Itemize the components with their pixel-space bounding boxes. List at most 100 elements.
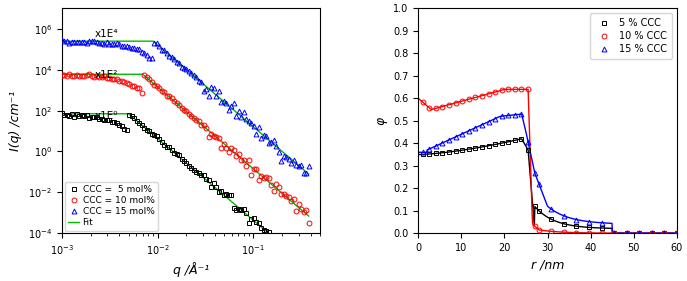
5 % CCC — [530, 205, 539, 208]
5 % CCC — [418, 153, 427, 156]
CCC = 10 mol% — [188, 115, 196, 118]
Line: CCC = 15 mol%: CCC = 15 mol% — [59, 38, 311, 175]
CCC =  5 mol% — [284, 248, 293, 251]
Legend: 5 % CCC, 10 % CCC, 15 % CCC: 5 % CCC, 10 % CCC, 15 % CCC — [590, 13, 672, 59]
Fit — [236, 207, 244, 210]
15 % CCC — [517, 112, 526, 116]
10 % CCC — [510, 88, 519, 91]
10 % CCC — [648, 232, 656, 235]
CCC = 10 mol% — [304, 222, 313, 225]
Line: Fit: Fit — [62, 114, 308, 268]
Fit — [213, 188, 221, 191]
5 % CCC — [425, 152, 433, 156]
5 % CCC — [648, 232, 656, 235]
5 % CCC — [477, 145, 486, 149]
CCC = 10 mol% — [65, 72, 74, 75]
CCC =  5 mol% — [292, 254, 300, 257]
15 % CCC — [585, 220, 593, 223]
CCC = 15 mol% — [105, 42, 113, 46]
5 % CCC — [484, 144, 493, 148]
5 % CCC — [524, 148, 532, 151]
10 % CCC — [572, 231, 581, 234]
CCC =  5 mol% — [302, 266, 311, 269]
5 % CCC — [673, 232, 681, 235]
15 % CCC — [610, 232, 618, 235]
10 % CCC — [445, 103, 453, 106]
10 % CCC — [497, 89, 506, 92]
5 % CCC — [451, 149, 460, 153]
15 % CCC — [438, 141, 447, 145]
5 % CCC — [534, 209, 543, 212]
Y-axis label: φ: φ — [374, 117, 387, 125]
15 % CCC — [471, 126, 480, 130]
10 % CCC — [477, 94, 486, 97]
5 % CCC — [464, 148, 473, 151]
5 % CCC — [438, 151, 447, 155]
CCC = 15 mol% — [302, 171, 311, 175]
5 % CCC — [517, 137, 526, 140]
5 % CCC — [445, 150, 453, 154]
X-axis label: r /nm: r /nm — [531, 259, 564, 271]
5 % CCC — [660, 232, 668, 235]
10 % CCC — [464, 98, 473, 101]
CCC = 15 mol% — [185, 69, 193, 73]
CCC =  5 mol% — [58, 112, 66, 115]
10 % CCC — [622, 232, 631, 235]
15 % CCC — [598, 221, 606, 225]
5 % CCC — [510, 139, 519, 142]
15 % CCC — [524, 140, 532, 143]
15 % CCC — [560, 214, 568, 217]
5 % CCC — [491, 143, 499, 146]
10 % CCC — [458, 99, 466, 103]
Y-axis label: I(q) /cm⁻¹: I(q) /cm⁻¹ — [10, 91, 23, 151]
5 % CCC — [548, 217, 556, 221]
Fit — [237, 208, 245, 212]
15 % CCC — [510, 113, 519, 117]
5 % CCC — [610, 232, 618, 235]
10 % CCC — [534, 228, 543, 232]
5 % CCC — [622, 232, 631, 235]
Line: 5 % CCC: 5 % CCC — [420, 137, 679, 236]
5 % CCC — [458, 149, 466, 152]
CCC = 15 mol% — [284, 157, 293, 160]
15 % CCC — [431, 144, 440, 148]
5 % CCC — [585, 226, 593, 229]
CCC = 10 mol% — [117, 79, 126, 83]
CCC = 15 mol% — [205, 94, 213, 97]
CCC = 15 mol% — [304, 165, 313, 168]
CCC = 10 mol% — [58, 73, 66, 77]
10 % CCC — [471, 96, 480, 99]
CCC =  5 mol% — [115, 123, 123, 126]
15 % CCC — [673, 232, 681, 235]
5 % CCC — [572, 225, 581, 228]
Line: CCC = 10 mol%: CCC = 10 mol% — [59, 71, 311, 226]
Line: 10 % CCC: 10 % CCC — [420, 87, 679, 236]
10 % CCC — [438, 105, 447, 108]
15 % CCC — [451, 135, 460, 139]
10 % CCC — [425, 106, 433, 110]
CCC =  5 mol% — [105, 119, 113, 122]
10 % CCC — [491, 90, 499, 94]
10 % CCC — [560, 230, 568, 234]
15 % CCC — [497, 114, 506, 118]
5 % CCC — [504, 140, 513, 144]
Legend: CCC =  5 mol%, CCC = 10 mol%, CCC = 15 mol%, Fit: CCC = 5 mol%, CCC = 10 mol%, CCC = 15 mo… — [65, 182, 158, 230]
X-axis label: q /Å⁻¹: q /Å⁻¹ — [173, 262, 209, 277]
Fit — [58, 112, 66, 115]
CCC = 10 mol% — [207, 133, 216, 136]
15 % CCC — [534, 182, 543, 185]
Text: x1E⁴: x1E⁴ — [95, 29, 118, 39]
CCC = 10 mol% — [295, 203, 303, 206]
15 % CCC — [648, 232, 656, 235]
15 % CCC — [445, 138, 453, 142]
15 % CCC — [622, 232, 631, 235]
15 % CCC — [418, 151, 427, 154]
15 % CCC — [548, 208, 556, 211]
Fit — [138, 124, 146, 127]
15 % CCC — [477, 123, 486, 126]
CCC = 10 mol% — [287, 199, 295, 202]
Text: x1E⁰: x1E⁰ — [95, 111, 118, 121]
15 % CCC — [635, 232, 643, 235]
5 % CCC — [598, 226, 606, 230]
15 % CCC — [425, 147, 433, 151]
